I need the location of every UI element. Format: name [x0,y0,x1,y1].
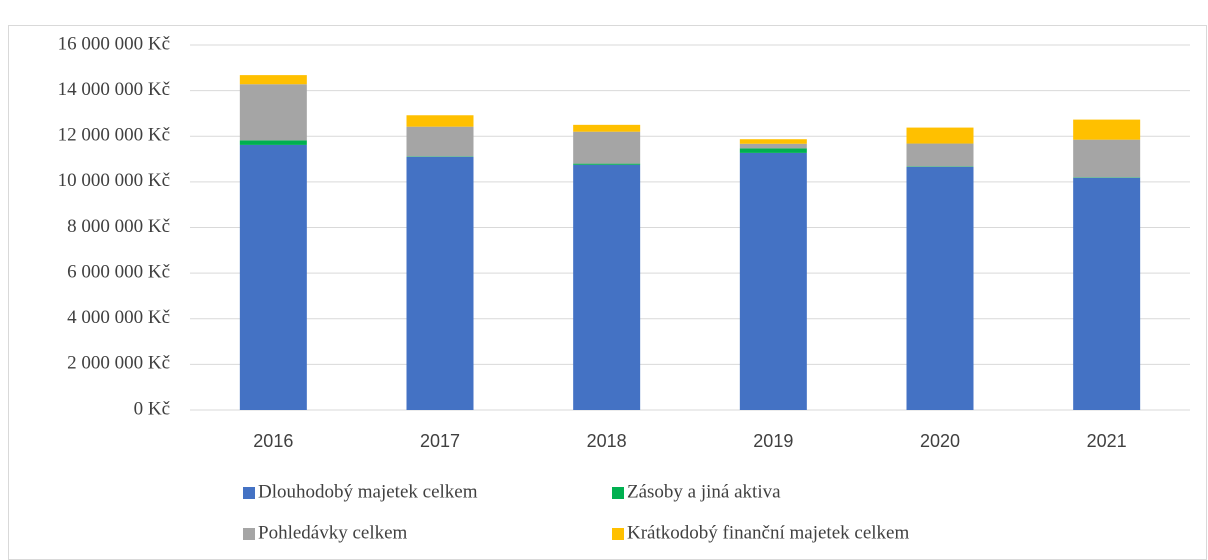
bar-segment [406,156,474,410]
legend-swatch [612,528,624,540]
bar-segment [906,127,974,144]
bar-segment [739,139,807,144]
y-tick-label: 6 000 000 Kč [67,261,170,282]
bar-segment [1073,177,1141,410]
bar-segment [906,143,974,167]
y-tick-label: 4 000 000 Kč [67,307,170,328]
bar-segment [239,75,307,85]
y-tick-label: 2 000 000 Kč [67,353,170,374]
bar-segment [573,131,641,164]
bar-segment [573,163,641,165]
legend-swatch [243,487,255,499]
legend-label: Krátkodobý finanční majetek celkem [627,522,909,543]
bar-segment [239,140,307,145]
y-tick-label: 12 000 000 Kč [58,125,170,146]
legend-label: Dlouhodobý majetek celkem [258,481,478,502]
bar-segment [239,84,307,141]
y-tick-label: 10 000 000 Kč [58,170,170,191]
bar-segment [1073,119,1141,140]
x-tick-label: 2021 [1087,431,1127,451]
x-tick-label: 2018 [587,431,627,451]
x-tick-label: 2017 [420,431,460,451]
bar-segment [739,148,807,153]
bar-segment [239,144,307,410]
y-tick-label: 0 Kč [134,398,170,419]
x-tick-label: 2020 [920,431,960,451]
bar-segment [739,143,807,149]
y-tick-label: 16 000 000 Kč [58,33,170,54]
bar-segment [573,124,641,132]
x-tick-label: 2019 [753,431,793,451]
legend-label: Zásoby a jiná aktiva [627,481,781,502]
y-tick-label: 8 000 000 Kč [67,216,170,237]
bar-segment [406,126,474,157]
bar-segment [1073,139,1141,178]
x-tick-label: 2016 [253,431,293,451]
legend-swatch [612,487,624,499]
bar-segment [573,164,641,410]
legend-swatch [243,528,255,540]
legend-label: Pohledávky celkem [258,522,408,543]
bar-segment [406,115,474,127]
bar-segment [739,152,807,410]
y-tick-label: 14 000 000 Kč [58,79,170,100]
bar-segment [906,166,974,410]
